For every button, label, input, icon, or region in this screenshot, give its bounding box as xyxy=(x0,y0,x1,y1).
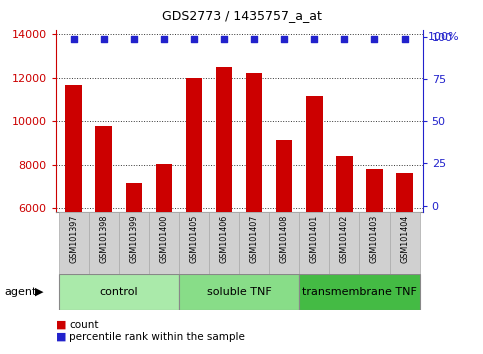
Point xyxy=(190,36,198,41)
Text: GSM101401: GSM101401 xyxy=(310,215,319,263)
Text: GSM101405: GSM101405 xyxy=(189,215,199,263)
Text: GDS2773 / 1435757_a_at: GDS2773 / 1435757_a_at xyxy=(161,9,322,22)
Text: GSM101408: GSM101408 xyxy=(280,215,289,263)
Text: GSM101403: GSM101403 xyxy=(370,215,379,263)
Text: percentile rank within the sample: percentile rank within the sample xyxy=(69,332,245,342)
Bar xyxy=(246,74,262,212)
Bar xyxy=(179,274,299,310)
Text: agent: agent xyxy=(5,287,37,297)
Text: GSM101397: GSM101397 xyxy=(69,215,78,263)
Point xyxy=(130,36,138,41)
Point xyxy=(341,36,348,41)
Text: count: count xyxy=(69,320,99,330)
Bar xyxy=(209,212,239,274)
Point xyxy=(370,36,378,41)
Text: transmembrane TNF: transmembrane TNF xyxy=(302,287,417,297)
Bar xyxy=(119,212,149,274)
Bar xyxy=(96,126,112,212)
Bar xyxy=(149,212,179,274)
Text: ■: ■ xyxy=(56,320,66,330)
Text: GSM101398: GSM101398 xyxy=(99,215,108,263)
Point xyxy=(220,36,228,41)
Text: 100%: 100% xyxy=(427,32,459,42)
Point xyxy=(100,36,108,41)
Bar xyxy=(58,212,89,274)
Point xyxy=(160,36,168,41)
Bar xyxy=(185,78,202,212)
Bar xyxy=(58,274,179,310)
Bar xyxy=(299,274,420,310)
Text: GSM101399: GSM101399 xyxy=(129,215,138,263)
Text: control: control xyxy=(99,287,138,297)
Point xyxy=(250,36,258,41)
Text: GSM101400: GSM101400 xyxy=(159,215,169,263)
Text: GSM101406: GSM101406 xyxy=(220,215,228,263)
Bar xyxy=(179,212,209,274)
Text: GSM101407: GSM101407 xyxy=(250,215,258,263)
Point xyxy=(70,36,77,41)
Bar xyxy=(299,212,329,274)
Point xyxy=(401,36,409,41)
Bar xyxy=(269,212,299,274)
Text: ■: ■ xyxy=(56,332,66,342)
Bar xyxy=(276,140,293,212)
Point xyxy=(280,36,288,41)
Bar xyxy=(336,156,353,212)
Bar xyxy=(389,212,420,274)
Bar xyxy=(216,67,232,212)
Text: GSM101404: GSM101404 xyxy=(400,215,409,263)
Bar xyxy=(366,169,383,212)
Bar xyxy=(65,85,82,212)
Bar xyxy=(89,212,119,274)
Text: ▶: ▶ xyxy=(35,287,43,297)
Text: soluble TNF: soluble TNF xyxy=(207,287,271,297)
Bar xyxy=(239,212,269,274)
Bar xyxy=(306,96,323,212)
Bar xyxy=(396,173,413,212)
Bar xyxy=(329,212,359,274)
Text: GSM101402: GSM101402 xyxy=(340,215,349,263)
Bar xyxy=(156,164,172,212)
Point xyxy=(311,36,318,41)
Bar xyxy=(359,212,389,274)
Bar xyxy=(126,183,142,212)
